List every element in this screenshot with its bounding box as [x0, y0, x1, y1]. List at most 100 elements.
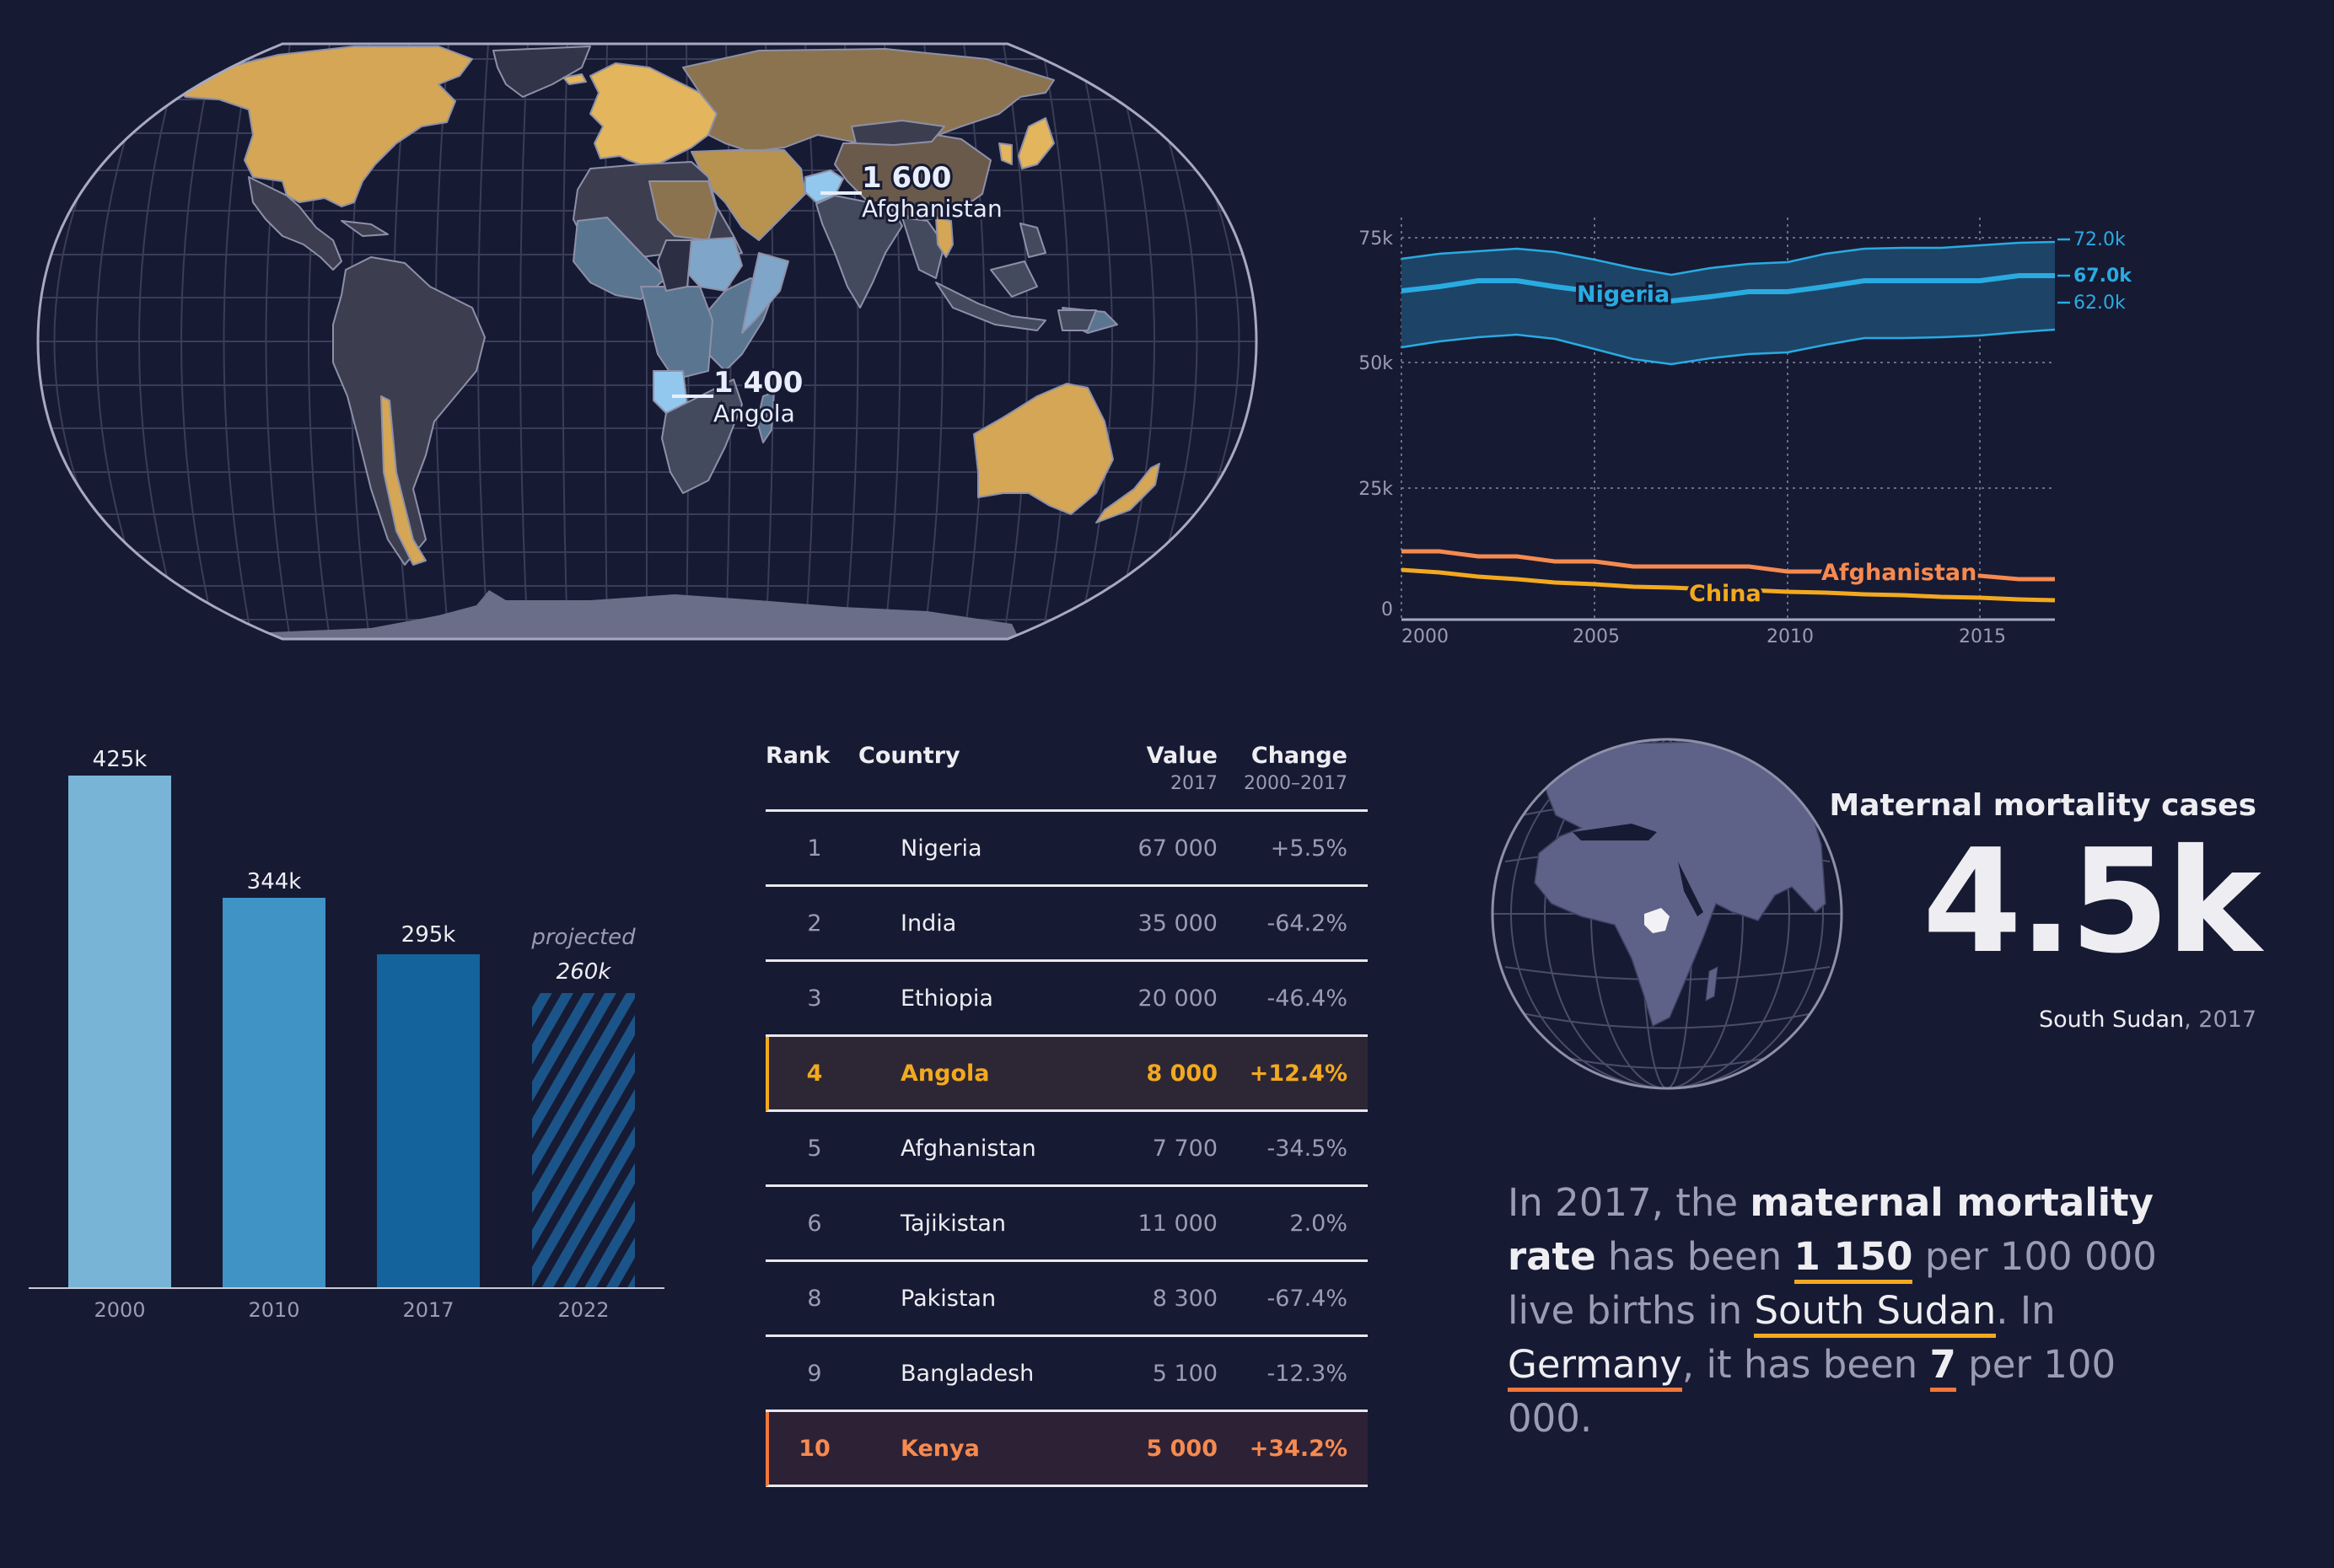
nigeria-line[interactable] — [1401, 273, 2055, 304]
bar-category-2017: 2017 — [402, 1298, 454, 1322]
bar-category-2010: 2010 — [248, 1298, 299, 1322]
afghanistan-value: 1 600 — [862, 161, 951, 195]
nigeria-end-labels: 72.0k 67.0k 62.0k — [2057, 229, 2132, 314]
china-line[interactable] — [1401, 567, 2056, 603]
table-row-highlighted-kenya[interactable]: 10 Kenya 5 000 +34.2% — [766, 1412, 1368, 1487]
table-row[interactable]: 9 Bangladesh 5 100 -12.3% — [766, 1337, 1368, 1412]
narrative-text: In 2017, the maternal mortality rate has… — [1508, 1180, 2157, 1441]
australia — [973, 383, 1114, 515]
table-row[interactable]: 5 Afghanistan 7 700 -34.5% — [766, 1112, 1368, 1187]
svg-text:2015: 2015 — [1959, 626, 2006, 647]
indonesia — [935, 282, 1046, 331]
col-change-sub: 2000–2017 — [1244, 772, 1347, 794]
korea — [998, 142, 1013, 165]
table-row[interactable]: 1 Nigeria 67 000 +5.5% — [766, 812, 1368, 887]
drc-chad — [657, 239, 692, 292]
bar-2022-projected[interactable] — [532, 993, 635, 1288]
col-rank[interactable]: Rank — [766, 743, 831, 769]
svg-text:75k: 75k — [1358, 228, 1393, 250]
bar-2010[interactable] — [223, 898, 325, 1288]
map-body — [38, 44, 1256, 639]
col-country[interactable]: Country — [858, 743, 960, 769]
kpi-country: South Sudan — [2039, 1007, 2185, 1033]
svg-text:2010: 2010 — [1767, 626, 1814, 647]
mongolia — [851, 120, 945, 146]
bar-chart-totals[interactable]: 425k 344k 295k projected 260k 2000 2010 … — [0, 725, 675, 1332]
table-row[interactable]: 6 Tajikistan 11 000 2.0% — [766, 1187, 1368, 1262]
bar-value-2017: 295k — [401, 922, 456, 948]
table-header: Rank Country Value Change 2017 2000–2017 — [766, 735, 1368, 812]
somalia — [741, 252, 789, 334]
angola-value: 1 400 — [713, 366, 803, 400]
annotation-afghanistan: 1 600 Afghanistan — [820, 158, 1005, 225]
kpi-title: Maternal mortality cases — [1829, 788, 2256, 823]
kpi-subtitle: South Sudan, 2017 — [2039, 1007, 2256, 1033]
china-label: China — [1689, 581, 1761, 607]
globe-land — [1534, 741, 1826, 1028]
annotation-angola: 1 400 Angola — [672, 363, 805, 430]
nigeria-upper-line — [1401, 240, 2056, 277]
iceland — [562, 73, 587, 85]
col-change[interactable]: Change — [1250, 743, 1347, 769]
projected-label: projected — [530, 925, 636, 950]
germany-link[interactable]: Germany — [1508, 1342, 1682, 1392]
south-america — [332, 256, 486, 566]
svg-text:0: 0 — [1381, 599, 1393, 620]
bar-2000[interactable] — [68, 776, 171, 1288]
bar-category-2022: 2022 — [557, 1298, 609, 1322]
map-outline — [36, 42, 1258, 641]
philippines — [1019, 223, 1046, 258]
south-sudan-highlight[interactable] — [1644, 908, 1670, 933]
svg-text:72.0k: 72.0k — [2073, 229, 2126, 250]
bar-value-2000: 425k — [93, 747, 148, 772]
y-axis-ticks: 75k 50k 25k 0 — [1358, 228, 1393, 620]
col-value-sub: 2017 — [1170, 772, 1218, 794]
svg-text:2005: 2005 — [1573, 626, 1620, 647]
afghanistan-label: Afghanistan — [862, 195, 1003, 223]
west-africa — [573, 217, 667, 300]
greenland — [492, 46, 591, 98]
table-row[interactable]: 2 India 35 000 -64.2% — [766, 887, 1368, 962]
papua — [1057, 309, 1097, 331]
svg-text:25k: 25k — [1358, 479, 1393, 500]
bar-category-2000: 2000 — [94, 1298, 145, 1322]
countries — [176, 46, 1160, 639]
table-row-highlighted-angola[interactable]: 4 Angola 8 000 +12.4% — [766, 1037, 1368, 1112]
nigeria-label: Nigeria — [1577, 282, 1670, 308]
japan — [1018, 117, 1055, 169]
bar-value-2022: 260k — [557, 959, 612, 985]
svg-text:2000: 2000 — [1401, 626, 1449, 647]
world-choropleth-map[interactable]: 1 600 Afghanistan 1 400 Angola — [0, 0, 1290, 674]
germany-rate[interactable]: 7 — [1929, 1342, 1956, 1392]
south-sudan-link[interactable]: South Sudan — [1754, 1288, 1997, 1338]
central-america — [248, 176, 342, 271]
kpi-year: 2017 — [2191, 1007, 2256, 1033]
angola-label: Angola — [713, 400, 795, 427]
antarctica — [270, 590, 1020, 639]
svg-text:50k: 50k — [1358, 353, 1393, 374]
kpi-value: 4.5k — [1922, 819, 2261, 985]
south-sudan-rate[interactable]: 1 150 — [1794, 1234, 1913, 1284]
x-axis-ticks: 2000 2005 2010 2015 — [1401, 626, 2006, 647]
afghanistan-label: Afghanistan — [1821, 560, 1976, 586]
grid — [1401, 217, 2055, 618]
nigeria-lower-line — [1401, 328, 2056, 366]
chile — [380, 395, 427, 566]
table-row[interactable]: 8 Pakistan 8 300 -67.4% — [766, 1262, 1368, 1337]
table-row[interactable]: 3 Ethiopia 20 000 -46.4% — [766, 962, 1368, 1037]
india — [815, 195, 903, 309]
madagascar — [756, 391, 775, 443]
metric-name: maternal mortality rate — [1508, 1180, 2154, 1279]
bar-2017[interactable] — [377, 954, 480, 1288]
svg-text:62.0k: 62.0k — [2073, 293, 2126, 314]
bar-value-2010: 344k — [247, 869, 302, 894]
line-chart-trends[interactable]: 75k 50k 25k 0 2000 2005 2010 2015 Nigeri… — [1332, 202, 2175, 658]
col-value[interactable]: Value — [1146, 743, 1218, 769]
svg-text:67.0k: 67.0k — [2073, 266, 2132, 287]
southern-africa — [661, 379, 743, 494]
thailand — [935, 217, 954, 258]
afghanistan-line[interactable] — [1401, 549, 2055, 582]
globe-south-sudan[interactable] — [1488, 735, 1847, 1093]
nigeria-confidence-band — [1401, 242, 2055, 364]
central-africa — [640, 286, 713, 380]
